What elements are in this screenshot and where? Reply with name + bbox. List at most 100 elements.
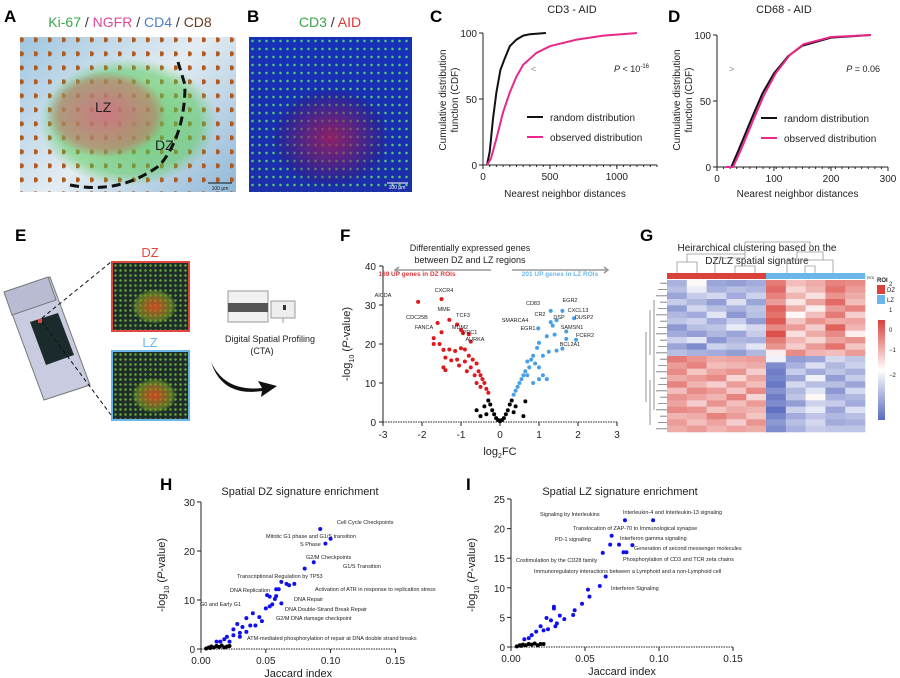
heatmap-cell	[766, 375, 787, 382]
p-symbol: P	[846, 64, 852, 74]
pathway-label: Generation of second messenger molecules	[634, 546, 742, 552]
gene-label: DUSP2	[575, 315, 593, 321]
heatmap-cell	[667, 375, 688, 382]
pathway-label: G0 and Early G1	[200, 602, 241, 608]
heatmap-cell	[785, 349, 806, 357]
heatmap-cell	[667, 419, 688, 426]
heatmap-cell	[686, 324, 707, 331]
pathway-point	[597, 584, 602, 589]
volcano-point	[521, 414, 526, 419]
cdf-chart-c: CD3 - AID 0 500 1000 0 50 100 Cumulative distri…	[438, 4, 658, 200]
y-label-sub: 10	[163, 586, 171, 594]
roi-annotation-cell	[686, 273, 707, 279]
heatmap-cell	[845, 356, 866, 363]
heatmap-cell	[805, 330, 826, 338]
heatmap-cell	[805, 299, 826, 306]
volcano-point	[459, 346, 463, 351]
title-part: /	[327, 14, 338, 30]
legend-label: observed distribution	[550, 133, 642, 144]
colorbar-tick-label: 1	[889, 308, 893, 314]
y-label-end: -value)	[466, 538, 478, 572]
left-arrow-icon	[393, 266, 491, 274]
heatmap-cell	[667, 425, 688, 433]
heatmap-cell	[726, 318, 747, 325]
pathway-point	[227, 644, 232, 649]
heatmap-cell	[845, 343, 866, 350]
heatmap-cell	[825, 330, 846, 338]
heatmap-cell	[805, 425, 826, 433]
pathway-label: G1/S Transition	[343, 564, 381, 570]
heatmap-cell	[746, 356, 767, 363]
heatmap-cell	[805, 406, 826, 414]
volcano-point	[507, 402, 512, 407]
pathway-label: Interferon Signaling	[611, 586, 659, 592]
pathway-point	[248, 623, 253, 628]
heatmap-cell	[825, 419, 846, 426]
volcano-point	[564, 329, 569, 334]
y-tick-label: 25	[494, 495, 506, 506]
x-axis-label: Jaccard index	[264, 668, 332, 678]
heatmap-cell	[805, 387, 826, 395]
heatmap-cell	[746, 406, 767, 414]
heatmap-cell	[805, 356, 826, 363]
pathway-label: Interferon gamma signaling	[620, 536, 687, 542]
x-label-text: log	[483, 446, 498, 458]
x-tick-label: 200	[823, 174, 840, 185]
heatmap-cell	[825, 400, 846, 407]
y-tick-label: 0	[471, 161, 477, 172]
panel-label-f: F	[340, 226, 350, 245]
gene-label: EGR1	[521, 326, 536, 332]
pathway-point	[554, 621, 559, 626]
pathway-point	[292, 581, 297, 586]
pathway-point	[562, 617, 567, 622]
cdf-series-line	[486, 32, 637, 166]
panel-label-h: H	[160, 475, 172, 494]
heatmap-cell	[746, 330, 767, 338]
panel-a-title: Ki-67 / NGFR / CD4 / CD8	[48, 14, 212, 30]
volcano-point	[564, 336, 569, 341]
x-axis-label: Nearest neighbor distances	[504, 189, 626, 200]
pathway-point	[244, 629, 249, 634]
pathway-point	[231, 633, 236, 638]
heatmap-cell	[706, 368, 727, 376]
heatmap-cell	[686, 375, 707, 382]
volcano-point	[462, 347, 467, 352]
x-tick-label: 0.10	[321, 656, 341, 667]
heatmap-cell	[726, 305, 747, 312]
row-dendrogram	[645, 282, 667, 430]
x-tick-label: -1	[457, 430, 466, 441]
volcano-point	[431, 336, 436, 341]
gene-label: CXCR4	[435, 288, 454, 294]
heatmap-cell	[706, 292, 727, 300]
roi-annotation-cell	[667, 273, 688, 279]
dz-roi-image	[111, 261, 190, 332]
volcano-point	[482, 381, 487, 385]
heatmap-cell	[686, 381, 707, 388]
platform-label: Digital Spatial Profiling	[225, 334, 315, 344]
heatmap-cell	[706, 343, 727, 350]
x-axis-label: Jaccard index	[588, 666, 656, 678]
heatmap-cell	[785, 419, 806, 426]
heatmap-cell	[686, 362, 707, 369]
heatmap-cell	[726, 356, 747, 363]
heatmap-cell	[667, 299, 688, 306]
heatmap-cell	[825, 292, 846, 300]
heatmap-cell	[845, 349, 866, 357]
y-tick-label: 15	[494, 554, 506, 565]
heatmap-cell	[726, 425, 747, 433]
y-label-p: P	[466, 571, 478, 579]
volcano-point	[431, 342, 436, 346]
pathway-label: Immunoregulatory interactions between a …	[534, 569, 721, 575]
y-tick-label: 50	[466, 95, 478, 106]
lz-dz-boundary	[69, 61, 187, 189]
heatmap-cell	[766, 413, 787, 420]
chart-title: CD68 - AID	[756, 4, 812, 16]
volcano-point	[511, 410, 516, 415]
heatmap-cell	[686, 394, 707, 401]
volcano-point	[513, 388, 518, 393]
y-tick-label: 0	[705, 163, 711, 174]
pathway-point	[553, 624, 558, 629]
dz-label: DZ	[155, 137, 174, 153]
x-label-tail: FC	[502, 446, 517, 458]
